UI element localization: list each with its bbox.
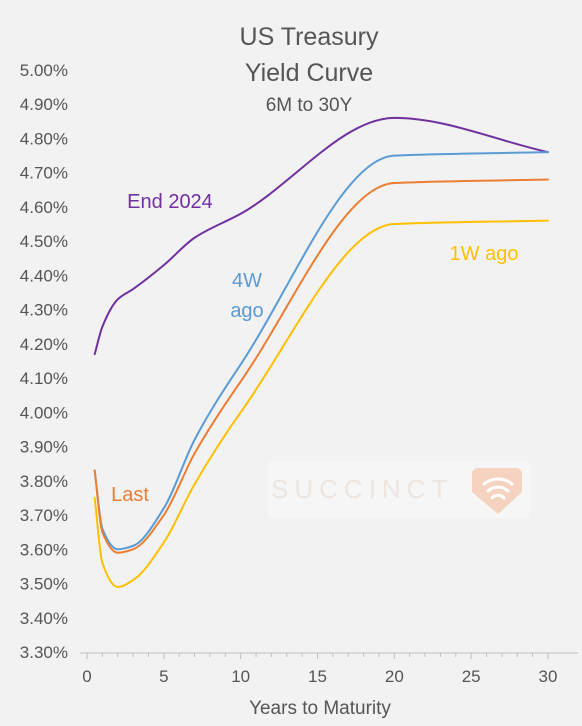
y-tick-label: 3.40% [20, 609, 68, 628]
watermark-text: SUCCINCT [271, 474, 453, 504]
series-line-1w-ago [93, 219, 549, 588]
y-axis-ticks: 3.30% 3.40% 3.50% 3.60% 3.70% 3.80% 3.90% 4.00%… [20, 61, 68, 662]
series-annotations: End 2024 4W ago Last 1W ago [111, 191, 518, 506]
y-tick-label: 5.00% [20, 61, 68, 80]
x-axis-ticks: 0 5 10 15 20 25 30 [82, 653, 557, 686]
x-axis-label: Years to Maturity [249, 698, 391, 719]
y-tick-label: 4.50% [20, 232, 68, 251]
y-tick-label: 3.30% [20, 643, 68, 662]
series-lines [93, 116, 549, 588]
annotation-label: Last [111, 484, 149, 506]
wifi-badge-icon [472, 468, 522, 514]
y-tick-label: 3.80% [20, 472, 68, 491]
x-tick-label: 25 [462, 667, 481, 686]
y-tick-label: 4.30% [20, 301, 68, 320]
y-tick-label: 3.70% [20, 506, 68, 525]
watermark: SUCCINCT [268, 462, 530, 518]
y-tick-label: 3.60% [20, 540, 68, 559]
chart-subtitle: 6M to 30Y [266, 95, 353, 116]
y-tick-label: 3.90% [20, 438, 68, 457]
series-line-end-2024 [93, 116, 549, 356]
y-tick-label: 4.60% [20, 198, 68, 217]
annotation-label: ago [230, 300, 263, 322]
x-tick-label: 30 [539, 667, 558, 686]
x-tick-label: 10 [231, 667, 250, 686]
annotation-label: End 2024 [127, 191, 213, 213]
x-tick-label: 20 [385, 667, 404, 686]
series-line-last [93, 178, 549, 554]
y-tick-label: 4.70% [20, 164, 68, 183]
y-tick-label: 4.90% [20, 95, 68, 114]
y-tick-label: 4.00% [20, 403, 68, 422]
y-tick-label: 4.80% [20, 129, 68, 148]
y-tick-label: 4.40% [20, 266, 68, 285]
annotation-label: 4W [232, 270, 262, 292]
annotation-label: 1W ago [450, 243, 519, 265]
y-tick-label: 4.20% [20, 335, 68, 354]
y-tick-label: 3.50% [20, 575, 68, 594]
series-line-4w-ago [93, 151, 549, 551]
x-tick-label: 5 [159, 667, 168, 686]
x-tick-label: 15 [308, 667, 327, 686]
chart-title-line2: Yield Curve [245, 59, 373, 87]
x-tick-label: 0 [82, 667, 91, 686]
y-tick-label: 4.10% [20, 369, 68, 388]
chart-title-line1: US Treasury [240, 23, 379, 51]
